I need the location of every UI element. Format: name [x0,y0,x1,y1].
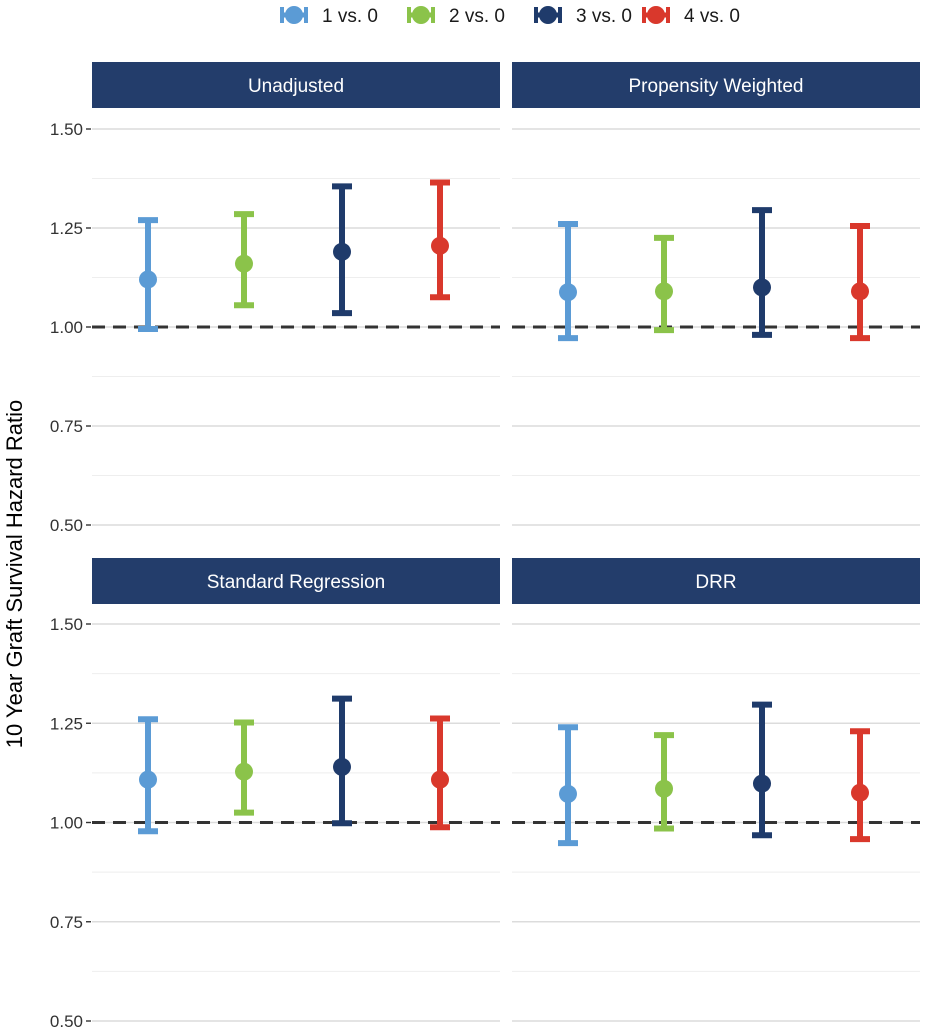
point-estimate [559,283,577,302]
y-tick-label: 1.25 [50,219,83,238]
legend-item: 2 vs. 0 [407,6,505,27]
legend-item: 4 vs. 0 [642,6,740,27]
y-tick-label: 1.50 [50,120,83,139]
error-bar [654,234,674,334]
point-estimate [559,784,577,803]
legend: 1 vs. 0 2 vs. 0 3 vs. 0 4 vs. 0 [280,6,740,27]
legend-label: 2 vs. 0 [449,6,505,27]
point-estimate [431,770,449,789]
panel: DRR [512,558,920,1022]
error-bar [234,719,254,816]
y-tick-label: 1.25 [50,714,83,733]
error-bar [138,716,158,835]
legend-label: 4 vs. 0 [684,6,740,27]
point-estimate [851,783,869,802]
legend-key-point [539,6,557,24]
error-bar [850,728,870,843]
error-bar [430,179,450,301]
panel: Propensity Weighted [512,62,920,526]
legend-key-point [647,6,665,24]
panel-strip [512,62,920,108]
panel: 0.50 0.75 1.00 1.25 1.50 Standard Regression [50,558,500,1031]
panels: 0.50 0.75 1.00 1.25 1.50 Unadjusted Propensity… [50,62,920,1031]
error-bar [234,211,254,309]
panel-strip [92,558,500,604]
legend-label: 3 vs. 0 [576,6,632,27]
error-bar [850,223,870,342]
error-bar [752,207,772,338]
y-tick-label: 1.00 [50,814,83,833]
error-bar [558,724,578,847]
error-bar [752,701,772,839]
panel-strip [512,558,920,604]
point-estimate [139,270,157,289]
point-estimate [753,774,771,793]
y-tick-label: 0.50 [50,516,83,535]
y-tick-label: 1.50 [50,615,83,634]
panel: 0.50 0.75 1.00 1.25 1.50 Unadjusted [50,62,500,535]
error-bar [332,183,352,317]
panel-title: Propensity Weighted [629,76,804,97]
point-estimate [655,282,673,301]
legend-item: 1 vs. 0 [280,6,378,27]
y-tick-label: 0.75 [50,913,83,932]
point-estimate [431,236,449,255]
legend-key-point [285,6,303,24]
panel-strip [92,62,500,108]
point-estimate [139,770,157,789]
error-bar [558,221,578,342]
legend-key-point [412,6,430,24]
point-estimate [851,282,869,301]
error-bar [654,732,674,832]
point-estimate [235,254,253,273]
legend-item: 3 vs. 0 [534,6,632,27]
panel-title: Standard Regression [207,572,386,593]
point-estimate [753,278,771,297]
point-estimate [655,779,673,798]
y-tick-label: 0.50 [50,1012,83,1031]
point-estimate [235,762,253,781]
y-tick-label: 0.75 [50,417,83,436]
legend-label: 1 vs. 0 [322,6,378,27]
error-bar [430,715,450,831]
error-bar [138,217,158,332]
point-estimate [333,757,351,776]
panel-title: DRR [695,572,736,593]
error-bar [332,695,352,827]
y-tick-label: 1.00 [50,318,83,337]
panel-title: Unadjusted [248,76,344,97]
y-axis-label: 10 Year Graft Survival Hazard Ratio [2,400,27,749]
point-estimate [333,242,351,261]
